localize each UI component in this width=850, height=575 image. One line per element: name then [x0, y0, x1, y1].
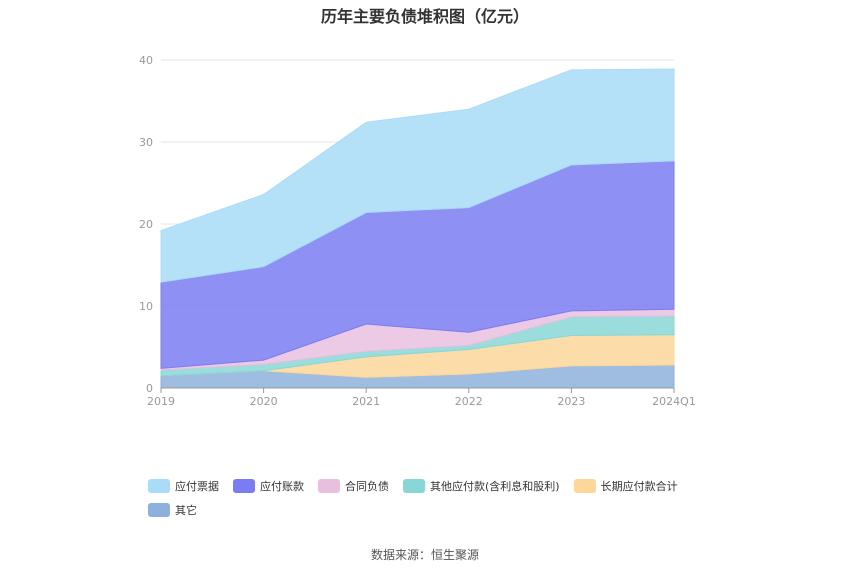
area-series [160, 68, 675, 389]
legend-swatch [148, 503, 170, 517]
legend-label: 应付票据 [175, 480, 219, 493]
legend-item[interactable]: 其它 [148, 502, 197, 518]
chart-title: 历年主要负债堆积图（亿元） [320, 7, 529, 26]
legend-swatch [318, 479, 340, 493]
legend-item[interactable]: 长期应付款合计 [573, 478, 678, 494]
x-tick-label: 2020 [250, 395, 278, 408]
x-tick-label: 2021 [352, 395, 380, 408]
legend-row: 应付票据 应付账款 合同负债 其他应付款(含利息和股利) 长期应付款合计 [148, 474, 748, 498]
x-tick-label: 2019 [147, 395, 175, 408]
legend-label: 合同负债 [345, 480, 389, 493]
legend-label: 应付账款 [260, 480, 304, 493]
legend-row: 其它 [148, 498, 748, 522]
legend-swatch [403, 479, 425, 493]
axes: 0 10 20 30 40 2019 2020 2021 2022 2023 2024Q1 [139, 54, 696, 408]
data-source: 数据来源：恒生聚源 [370, 548, 479, 562]
y-tick-label: 20 [139, 218, 153, 231]
y-tick-label: 10 [139, 300, 153, 313]
legend-swatch [573, 479, 596, 493]
legend-item[interactable]: 其他应付款(含利息和股利) [403, 478, 560, 494]
legend-label: 其它 [175, 504, 197, 517]
y-tick-label: 0 [146, 382, 153, 395]
legend-label: 长期应付款合计 [600, 480, 678, 493]
legend-item[interactable]: 应付票据 [148, 478, 219, 494]
legend-item[interactable]: 合同负债 [318, 478, 389, 494]
legend-swatch [233, 479, 255, 493]
area-series-5 [160, 68, 675, 283]
x-tick-label: 2024Q1 [652, 395, 696, 408]
legend-label: 其他应付款(含利息和股利) [430, 480, 560, 493]
y-tick-label: 30 [139, 136, 153, 149]
chart-legend: 应付票据 应付账款 合同负债 其他应付款(含利息和股利) 长期应付款合计其它 [148, 474, 748, 522]
x-tick-label: 2022 [455, 395, 483, 408]
legend-swatch [148, 479, 170, 493]
x-tick-label: 2023 [557, 395, 585, 408]
legend-item[interactable]: 应付账款 [233, 478, 304, 494]
y-tick-label: 40 [139, 54, 153, 67]
stacked-area-chart: 0 10 20 30 40 2019 2020 2021 2022 2023 2024Q1 [139, 54, 696, 408]
